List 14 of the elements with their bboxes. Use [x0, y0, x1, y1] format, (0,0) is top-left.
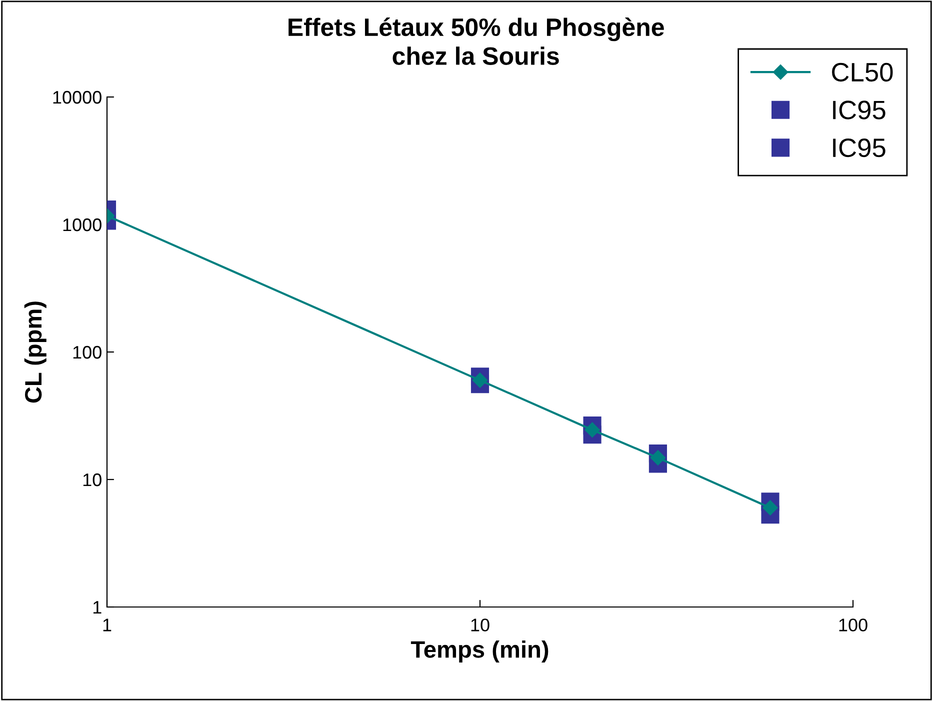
y-tick-label: 10 — [83, 473, 102, 486]
x-tick-label: 10 — [471, 618, 490, 632]
x-tick-label: 100 — [839, 618, 868, 632]
x-tick-label: 1 — [103, 618, 112, 632]
legend-label: IC95 — [833, 138, 886, 158]
y-tick-label: 1 — [93, 601, 102, 614]
y-axis-title: CL (ppm) — [24, 302, 46, 403]
legend-label: CL50 — [832, 62, 893, 82]
x-axis-title: Temps (min) — [410, 640, 548, 663]
chart-title: Effets Létaux 50% du Phosgène chez la Souris — [288, 18, 664, 65]
legend-label: IC95 — [833, 100, 886, 120]
y-tick-label: 1000 — [63, 218, 102, 232]
y-tick-label: 100 — [73, 346, 102, 359]
y-tick-label: 10000 — [53, 90, 102, 104]
